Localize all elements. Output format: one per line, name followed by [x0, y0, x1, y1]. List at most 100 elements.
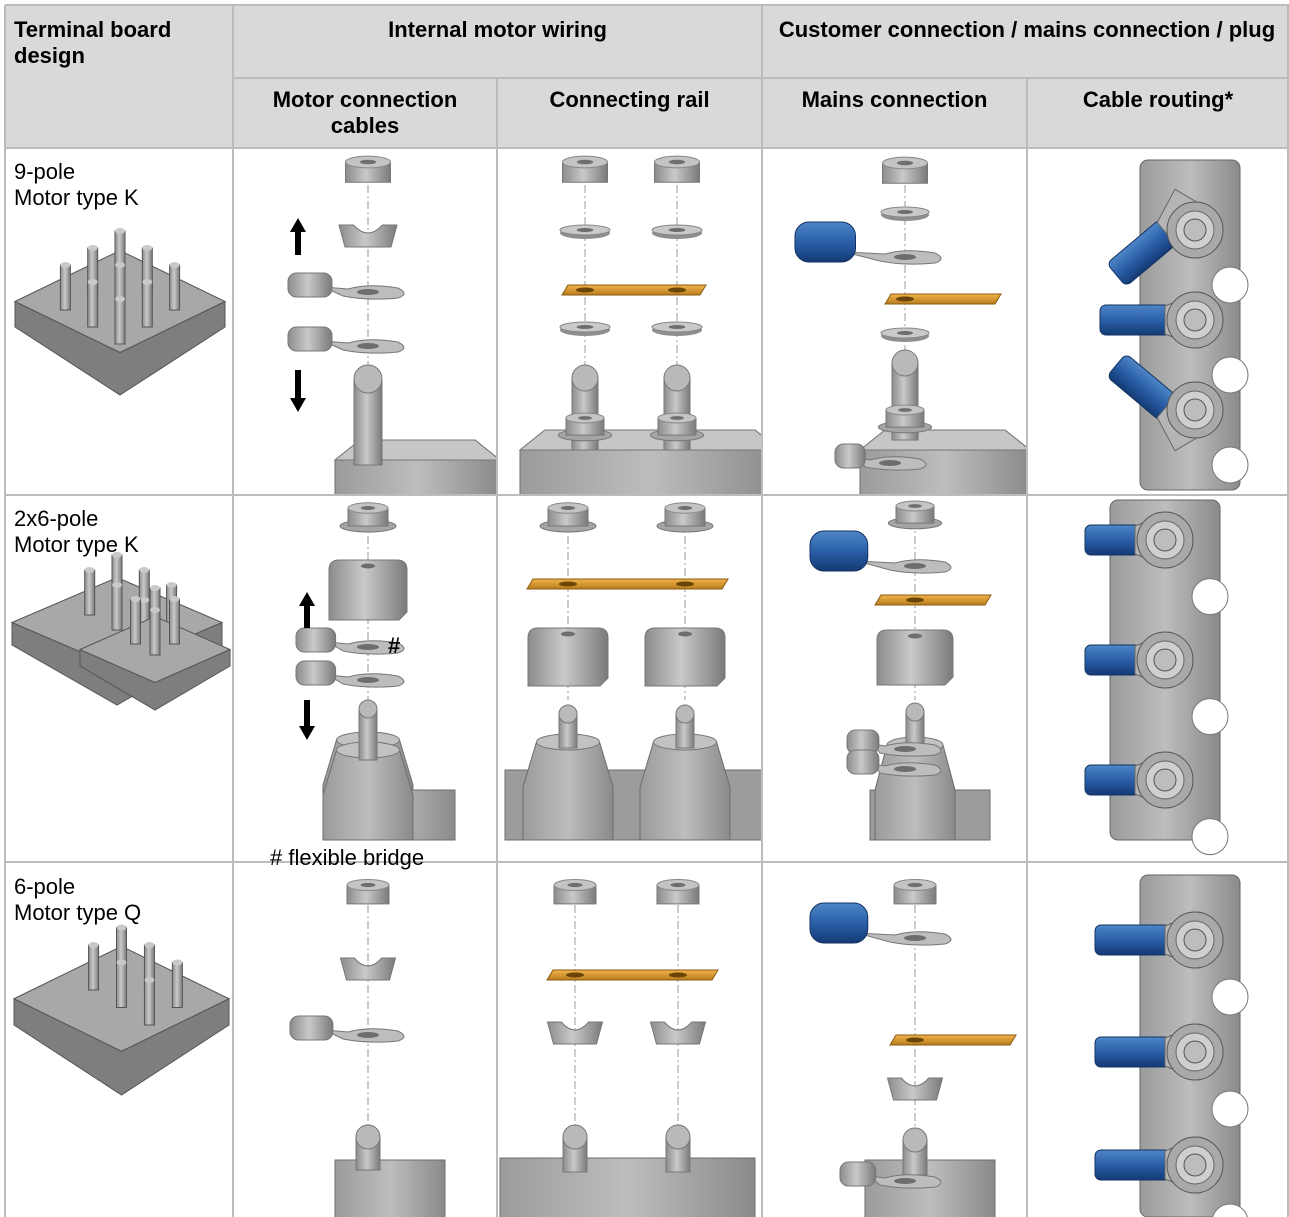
grid [4, 4, 1289, 1217]
row-label: Motor type K [14, 185, 139, 210]
board-pin-top [169, 596, 180, 602]
cell-drawing [13, 228, 227, 396]
lug-barrel [809, 902, 869, 944]
row-label: Motor type K [14, 532, 139, 557]
bracket-hole [908, 633, 922, 639]
lug-hole [357, 1032, 379, 1038]
lug-barrel [295, 627, 337, 653]
rail-hole [668, 287, 686, 293]
plate-hole [1211, 978, 1249, 1016]
connecting-rail [546, 969, 719, 981]
header-cell: Mains connection [801, 87, 988, 112]
nut-hole [898, 408, 912, 412]
board-pin-top [169, 262, 180, 268]
board-pin-top [142, 279, 153, 285]
base-block [334, 1159, 446, 1217]
board-pin [169, 264, 181, 311]
cell-drawing [287, 155, 496, 494]
rail-hole [559, 581, 577, 587]
board-pin [171, 962, 183, 1008]
lug-hole [894, 254, 916, 260]
lug-barrel [794, 221, 856, 263]
cell-drawing [504, 502, 761, 841]
board-pin-top [84, 567, 95, 573]
clamp [546, 1021, 604, 1045]
board-pin-top [115, 262, 125, 268]
board-pin-top [142, 245, 153, 251]
board-pin-top [115, 296, 125, 302]
lug-hole [894, 766, 916, 772]
board-pin [114, 298, 126, 345]
lug-barrel [289, 1015, 334, 1041]
plate-hole [1191, 818, 1229, 856]
footnote: # flexible bridge [270, 845, 425, 870]
rail-hole [896, 296, 914, 302]
arrow-head [290, 218, 306, 232]
cell-drawing [1094, 874, 1249, 1217]
nut-hole [578, 416, 592, 420]
header-cell: Connecting rail [549, 87, 710, 112]
board-pin-top [172, 959, 183, 966]
lug-hole [894, 746, 916, 752]
lug-barrel [839, 1161, 877, 1187]
board-pin-top [112, 552, 122, 558]
board-pin [87, 281, 99, 328]
terminal-base-top [858, 429, 1026, 451]
bracket-hole [678, 631, 692, 637]
rail-hole [566, 972, 584, 978]
header-cell: Motor connection cables [272, 87, 458, 138]
arrow-head [290, 398, 306, 412]
arrow-head [299, 592, 315, 606]
cell-drawing [10, 552, 232, 711]
board-pin-top [144, 942, 155, 948]
plate-nut-bolt [1183, 218, 1207, 242]
plate-nut-bolt [1153, 768, 1177, 792]
row-label: 9-pole [14, 159, 76, 184]
board-pin [130, 598, 141, 645]
plate-nut-bolt [1183, 398, 1207, 422]
rail-hole [669, 972, 687, 978]
lug-hole [879, 460, 901, 466]
header-cell: Cable routing* [1082, 87, 1234, 112]
bolt-tip [355, 1124, 381, 1150]
bolt-tip [571, 364, 599, 392]
board-pin-top [88, 942, 99, 948]
lug-hole [904, 935, 926, 941]
lug-hole [894, 1178, 916, 1184]
washer-hole [897, 331, 913, 335]
row-label: Motor type Q [14, 900, 142, 925]
plate-nut-bolt [1183, 1153, 1207, 1177]
row-label: 2x6-pole [14, 506, 99, 531]
board-pin [59, 264, 71, 311]
bolt-tip [905, 702, 925, 722]
nut-hole [908, 504, 922, 508]
nut-hole [359, 159, 377, 165]
plate-hole [1211, 446, 1249, 484]
cable-sleeve [1094, 1149, 1171, 1181]
board-pin-top [87, 279, 98, 285]
board-pin-top [130, 596, 141, 602]
plate-hole [1212, 1203, 1248, 1217]
board-pin [88, 944, 100, 991]
nut-hole [670, 882, 686, 888]
washer-hole [576, 325, 594, 329]
bracket [876, 629, 954, 686]
cell-drawing [1084, 499, 1229, 856]
lug-tongue [844, 250, 942, 265]
board-pin-top [115, 228, 125, 234]
bracket [328, 559, 408, 621]
board-pin-top [139, 567, 150, 573]
bracket-hole [561, 631, 575, 637]
washer-hole [897, 210, 913, 214]
lug-barrel [809, 530, 869, 572]
lug-barrel [295, 660, 337, 686]
clamp [649, 1021, 707, 1045]
nut-hole [896, 160, 914, 166]
clamp [886, 1077, 944, 1101]
board-pin [116, 962, 127, 1008]
bolt-tip [675, 704, 695, 724]
bracket [644, 627, 726, 687]
rail-hole [676, 581, 694, 587]
nut-hole [670, 416, 684, 420]
